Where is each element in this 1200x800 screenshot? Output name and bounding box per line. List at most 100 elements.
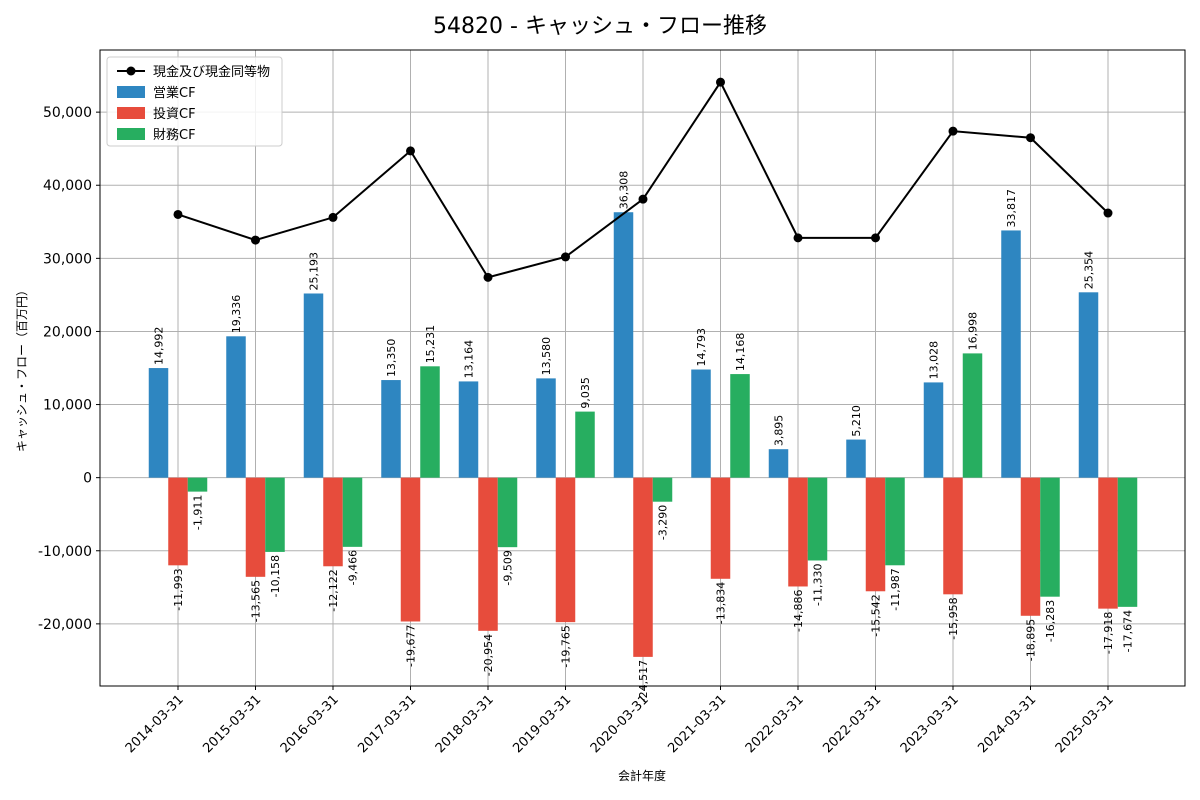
bar-value-label: 3,895 — [773, 415, 786, 447]
x-axis-label: 会計年度 — [618, 768, 666, 783]
cash-point — [716, 77, 725, 87]
bar-営業CF — [613, 212, 634, 478]
bar-value-label: -10,158 — [269, 555, 282, 597]
cash-point — [251, 235, 260, 245]
bar-value-label: -17,674 — [1122, 610, 1135, 652]
bar-財務CF — [265, 477, 285, 552]
bar-value-label: -14,886 — [792, 589, 805, 631]
cash-point — [793, 233, 803, 243]
bar-財務CF — [962, 353, 983, 478]
bar-value-label: 13,028 — [928, 341, 941, 380]
bar-value-label: -11,987 — [889, 568, 902, 610]
legend-swatch — [117, 128, 145, 140]
y-tick-label: 50,000 — [43, 105, 92, 121]
cash-point — [1103, 208, 1113, 218]
legend-label: 財務CF — [153, 128, 196, 143]
bar-投資CF — [323, 477, 343, 567]
bar-value-label: -24,517 — [637, 660, 650, 702]
bar-財務CF — [497, 477, 518, 548]
chart-title: 54820 - キャッシュ・フロー推移 — [433, 14, 767, 39]
legend-swatch — [117, 107, 145, 119]
bar-value-label: -9,466 — [347, 550, 360, 585]
bar-営業CF — [923, 382, 944, 478]
bar-value-label: -16,283 — [1044, 600, 1057, 642]
x-tick-label: 2024-03-31 — [975, 692, 1039, 756]
bar-投資CF — [478, 477, 498, 631]
bar-投資CF — [633, 477, 653, 657]
x-tick-label: 2017-03-31 — [355, 692, 419, 756]
x-tick-label: 2016-03-31 — [278, 692, 342, 756]
x-tick-label: 2023-03-31 — [898, 692, 962, 756]
bar-layer — [148, 212, 1138, 657]
bar-投資CF — [1020, 477, 1041, 616]
bar-営業CF — [226, 336, 246, 478]
bar-value-label: 14,793 — [695, 328, 708, 367]
bar-value-label: -18,895 — [1025, 619, 1038, 661]
x-tick-label: 2014-03-31 — [123, 692, 187, 756]
x-tick-label: 2020-03-31 — [588, 692, 652, 756]
bar-営業CF — [458, 381, 479, 478]
bar-営業CF — [381, 380, 401, 478]
bar-value-label: 33,817 — [1005, 189, 1018, 228]
x-tick-label: 2015-03-31 — [200, 692, 264, 756]
bar-value-label: 36,308 — [618, 171, 631, 210]
x-tick-label: 2018-03-31 — [433, 692, 497, 756]
legend-box — [106, 56, 283, 147]
bar-value-label: -20,954 — [482, 634, 495, 676]
bar-営業CF — [1001, 230, 1021, 478]
bar-財務CF — [420, 366, 440, 478]
legend-label: 現金及び現金同等物 — [153, 64, 270, 80]
legend-marker-swatch — [126, 66, 136, 76]
bar-value-label: -17,918 — [1102, 612, 1115, 654]
bar-value-label: -19,765 — [560, 625, 573, 667]
bar-営業CF — [148, 368, 169, 478]
legend-swatch — [117, 86, 145, 98]
cash-point — [871, 233, 880, 243]
bar-value-label: -12,122 — [327, 569, 340, 611]
bar-value-label: -3,290 — [657, 505, 670, 540]
x-tick-label: 2022-03-31 — [820, 692, 884, 756]
cash-point — [948, 126, 958, 136]
bar-value-label: -9,509 — [502, 550, 515, 585]
bar-営業CF — [768, 449, 789, 478]
y-tick-label: 0 — [83, 471, 92, 487]
bar-投資CF — [555, 477, 576, 623]
bar-投資CF — [710, 477, 731, 579]
bar-value-label: 13,580 — [540, 337, 553, 376]
bar-value-label: 15,231 — [424, 325, 437, 364]
cash-point — [406, 146, 415, 156]
bar-value-label: 16,998 — [967, 312, 980, 351]
bar-value-label: 13,350 — [385, 339, 398, 378]
cash-point — [173, 209, 183, 219]
bar-投資CF — [400, 477, 421, 622]
y-tick-label: -20,000 — [38, 617, 92, 633]
bar-value-label: -15,542 — [870, 594, 883, 636]
bar-value-label: -1,911 — [192, 495, 205, 530]
legend-label: 投資CF — [153, 106, 196, 122]
cash-point — [328, 212, 338, 222]
y-tick-label: 30,000 — [43, 251, 92, 267]
bar-財務CF — [807, 477, 828, 561]
x-tick-label: 2025-03-31 — [1053, 692, 1117, 756]
bar-value-label: -11,330 — [812, 563, 825, 605]
bar-営業CF — [691, 369, 711, 478]
cash-point — [561, 252, 570, 262]
bar-value-label: 14,992 — [153, 327, 166, 366]
cash-point — [1026, 133, 1035, 143]
bar-財務CF — [187, 477, 208, 492]
bar-財務CF — [1040, 477, 1060, 597]
y-tick-label: 10,000 — [43, 398, 92, 414]
cash-point — [638, 194, 648, 204]
bar-営業CF — [1078, 292, 1099, 478]
y-axis-label: キャッシュ・フロー（百万円） — [15, 284, 29, 452]
bar-value-label: -15,958 — [947, 597, 960, 639]
x-tick-label: 2022-03-31 — [743, 692, 807, 756]
bar-財務CF — [575, 411, 595, 478]
y-tick-label: 20,000 — [43, 324, 92, 340]
bar-財務CF — [1117, 477, 1138, 607]
bar-value-label: -19,677 — [405, 625, 418, 667]
bar-投資CF — [245, 477, 266, 577]
bar-value-label: 25,193 — [308, 252, 321, 291]
